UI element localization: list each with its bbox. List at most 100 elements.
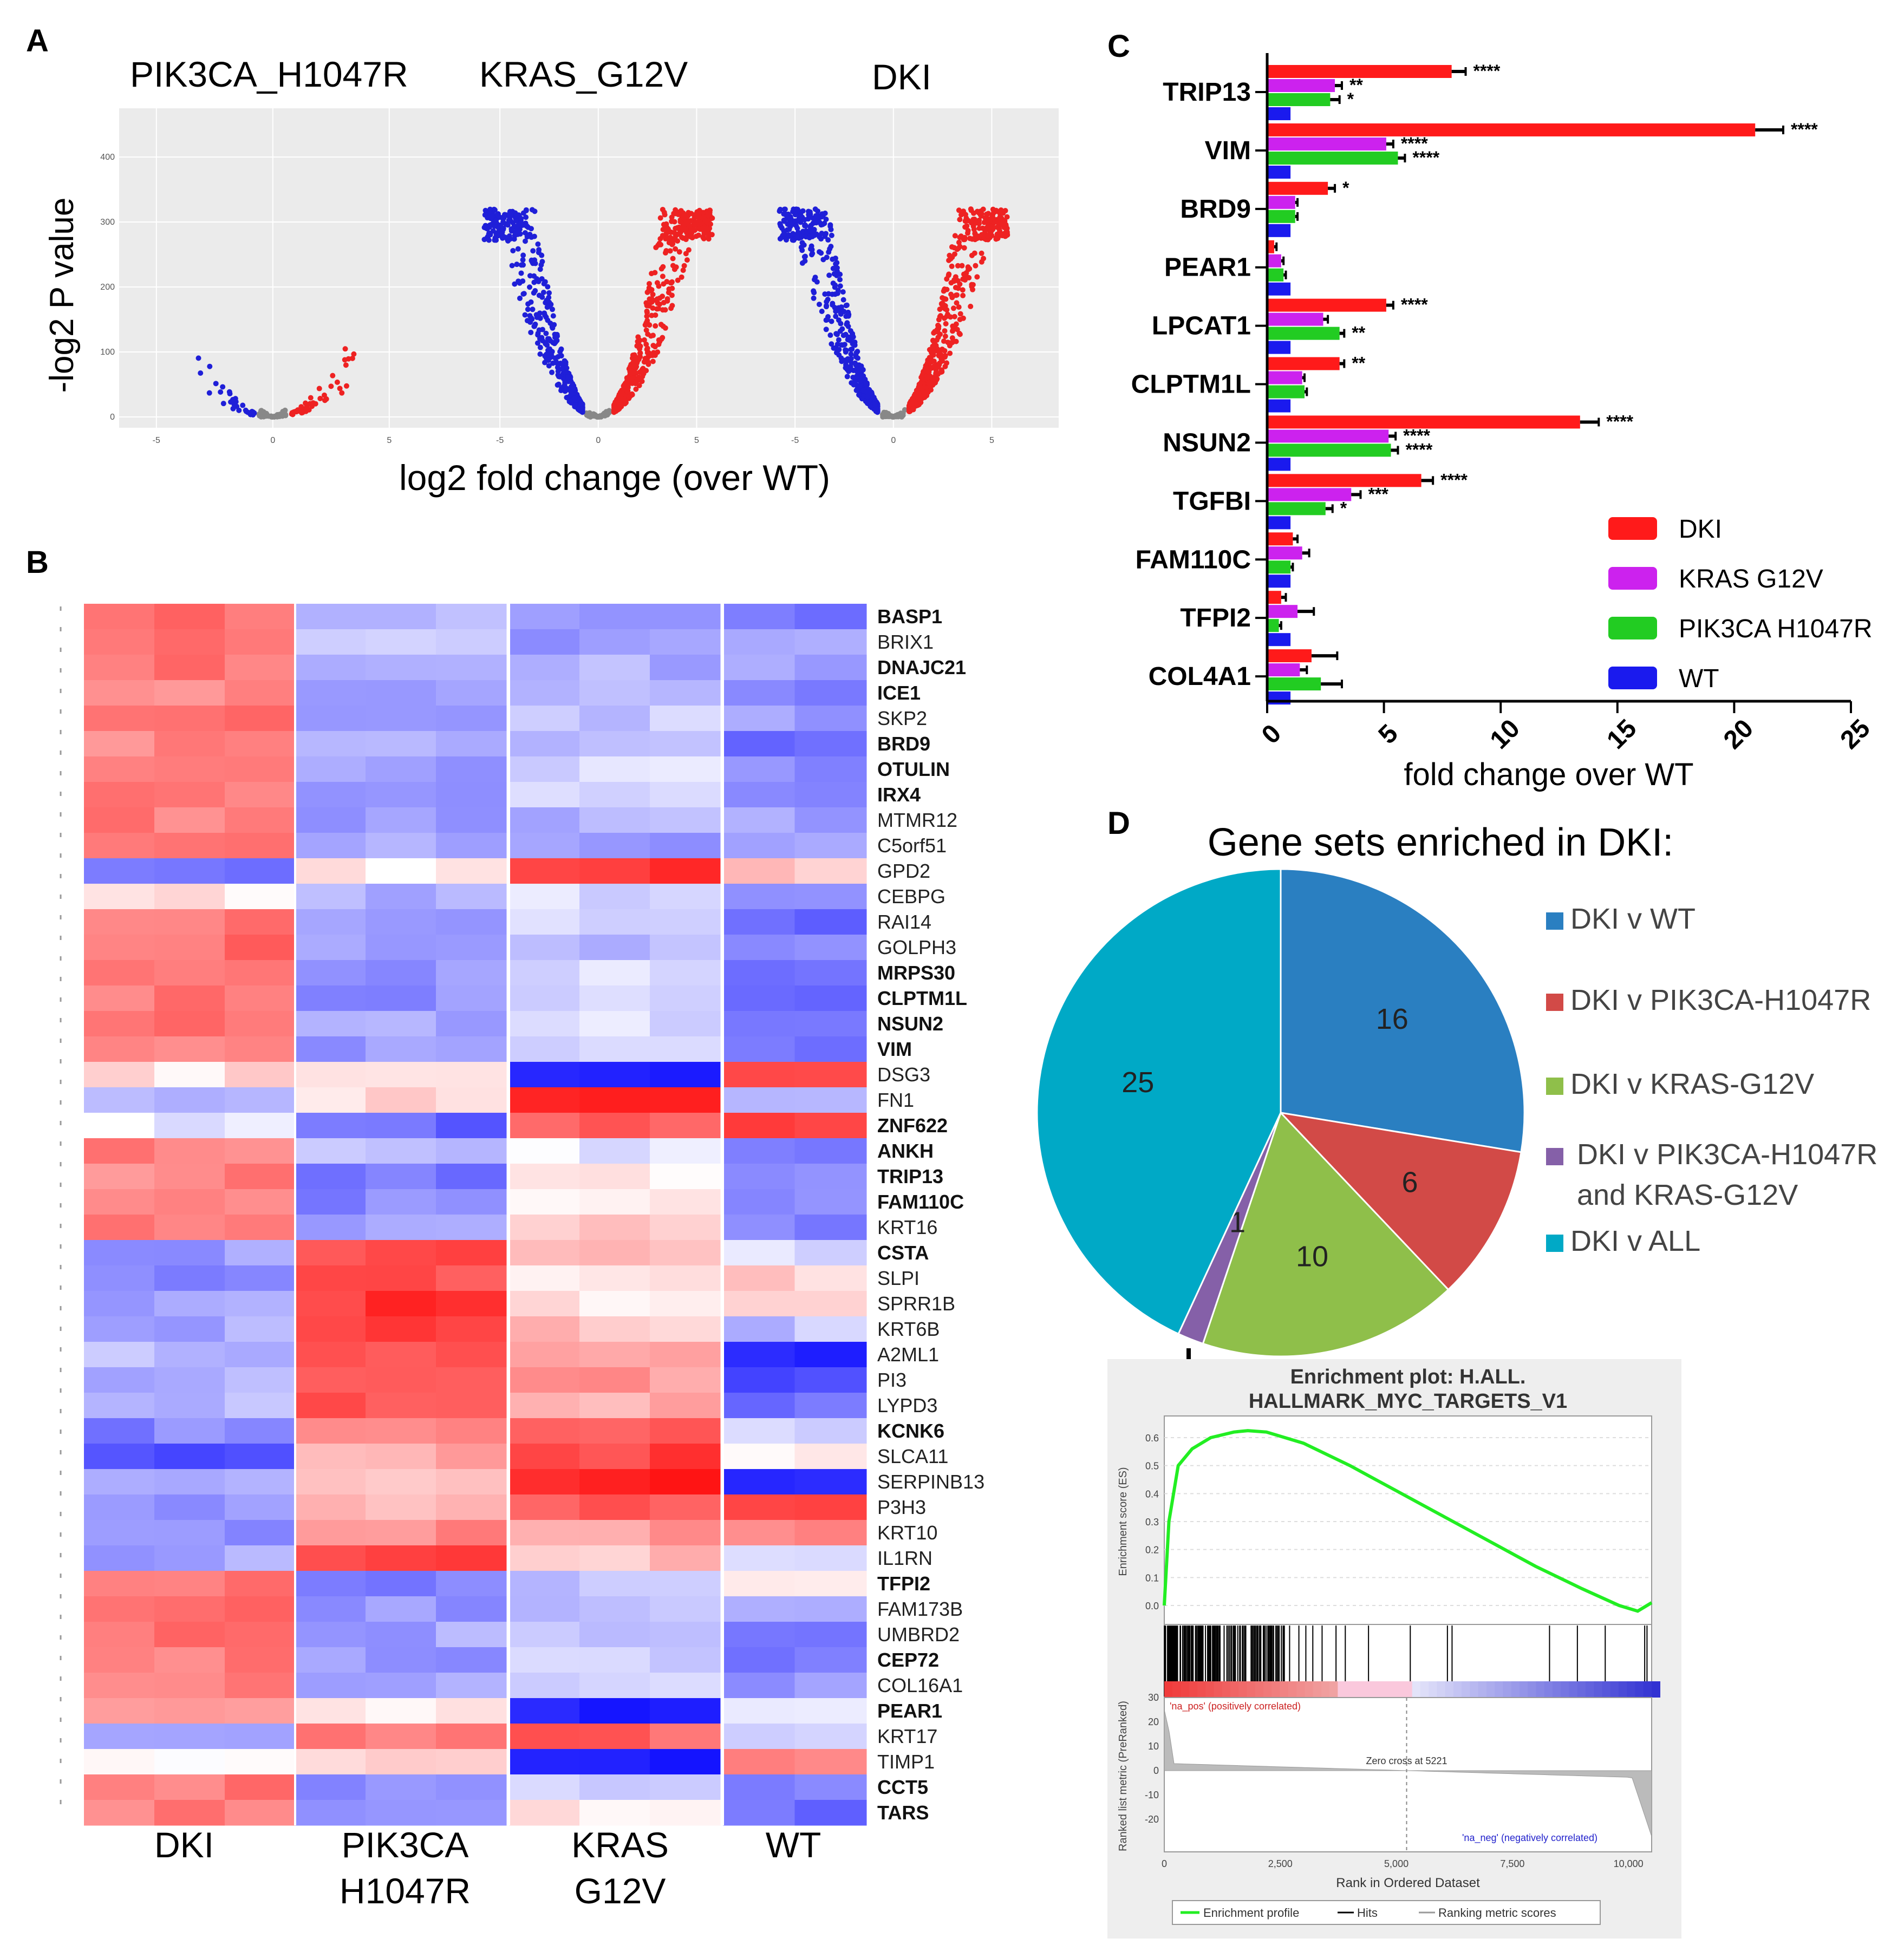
heatmap-cell [84, 1011, 155, 1037]
heatmap-cell [366, 1189, 436, 1215]
volcano-point-down [826, 272, 832, 278]
heatmap-cell [650, 629, 721, 655]
heatmap-cell [154, 1647, 225, 1673]
gsea-rank-color-bar [1561, 1681, 1570, 1698]
heatmap-cell [723, 1062, 795, 1088]
bar-kras-g12v [1267, 312, 1323, 326]
heatmap-cell [154, 833, 225, 859]
bar-kras-g12v [1267, 371, 1302, 384]
heatmap-group-label: PIK3CA [342, 1825, 469, 1865]
heatmap-cell [84, 1494, 155, 1520]
gsea-rank-color-bar [1594, 1681, 1603, 1698]
gsea-rank-color-bar [1255, 1681, 1264, 1698]
volcano-point-down [822, 233, 828, 239]
volcano-point-down [529, 315, 534, 321]
volcano-point-down [520, 210, 526, 216]
heatmap-cell [436, 1494, 507, 1520]
pie-slice-value: 16 [1376, 1003, 1409, 1035]
bar-legend-swatch [1608, 567, 1657, 590]
volcano-point-down [536, 278, 542, 284]
heatmap-cell [225, 629, 296, 655]
heatmap-cell [794, 1494, 867, 1520]
heatmap-cell [650, 782, 721, 808]
volcano-point-down [236, 407, 242, 413]
volcano-point-up [644, 318, 650, 324]
bar-kras-g12v [1267, 429, 1389, 443]
volcano-point-down [230, 396, 236, 402]
volcano-point-up [307, 401, 313, 407]
heatmap-gene-label: PI3 [877, 1369, 907, 1391]
volcano-point-ns [902, 407, 908, 413]
volcano-point-down [853, 350, 859, 356]
heatmap-cell [436, 807, 507, 833]
volcano-point-up [649, 271, 655, 277]
volcano-point-down [528, 329, 534, 335]
heatmap-cell [650, 1011, 721, 1037]
volcano-point-up [660, 273, 666, 279]
volcano-point-up [954, 300, 960, 306]
heatmap-cell [225, 1724, 296, 1750]
volcano-point-down [827, 222, 833, 228]
volcano-point-down [794, 206, 800, 212]
heatmap-cell [509, 680, 580, 706]
heatmap-cell [154, 1240, 225, 1266]
volcano-point-down [854, 373, 860, 379]
volcano-point-down [829, 341, 834, 347]
volcano-point-down [800, 229, 806, 234]
volcano-point-up [957, 234, 963, 240]
heatmap-cell [579, 1571, 650, 1597]
heatmap-cell [225, 1596, 296, 1622]
heatmap-cell [509, 884, 580, 910]
heatmap-cell [723, 1036, 795, 1062]
heatmap-cell [794, 1316, 867, 1342]
heatmap-gene-label: FN1 [877, 1089, 914, 1111]
heatmap-cell [723, 935, 795, 961]
panel-label-c: C [1107, 29, 1130, 64]
heatmap-cell [794, 1189, 867, 1215]
volcano-point-up [918, 374, 924, 380]
gsea-rank-color-bar [1453, 1681, 1462, 1698]
heatmap-cell [794, 1673, 867, 1699]
volcano-point-down [220, 401, 226, 407]
heatmap-cell [650, 1265, 721, 1291]
heatmap-cell [794, 1596, 867, 1622]
heatmap-gene-label: TARS [877, 1802, 929, 1824]
heatmap-cell [579, 1469, 650, 1495]
volcano-point-down [486, 231, 492, 237]
volcano-plot-bg [764, 108, 1059, 428]
volcano-point-up [956, 239, 962, 245]
heatmap-cell [225, 731, 296, 757]
heatmap-cell [436, 1469, 507, 1495]
gsea-rank-color-bar [1519, 1681, 1528, 1698]
heatmap-cell [650, 1138, 721, 1164]
bar-pik3ca-h1047r [1267, 268, 1284, 282]
gsea-metric-tick: 20 [1148, 1716, 1159, 1727]
volcano-point-down [861, 393, 867, 399]
heatmap-gene-label: TIMP1 [877, 1751, 935, 1773]
gsea-rank-color-bar [1321, 1681, 1330, 1698]
heatmap-gene-label: UMBRD2 [877, 1623, 960, 1646]
heatmap-cell [154, 858, 225, 884]
gsea-es-label: Enrichment score (ES) [1117, 1467, 1129, 1576]
heatmap-cell [154, 1444, 225, 1470]
volcano-point-up [626, 366, 632, 372]
volcano-point-down [198, 370, 204, 376]
heatmap-cell [295, 731, 366, 757]
heatmap-cell [84, 1673, 155, 1699]
volcano-point-up [965, 264, 971, 270]
heatmap-cell [225, 1444, 296, 1470]
volcano-point-down [819, 309, 825, 315]
heatmap-gene-label: KRT6B [877, 1318, 940, 1340]
volcano-point-down [845, 309, 851, 315]
volcano-point-down [868, 403, 873, 409]
heatmap-cell [436, 884, 507, 910]
significance-marker: * [1347, 89, 1354, 109]
volcano-point-up [942, 328, 948, 334]
bar-x-tick-label: 5 [1373, 719, 1404, 749]
volcano-point-down [540, 289, 546, 295]
heatmap-cell [84, 884, 155, 910]
volcano-point-down [195, 355, 201, 361]
heatmap-cell [794, 1011, 867, 1037]
